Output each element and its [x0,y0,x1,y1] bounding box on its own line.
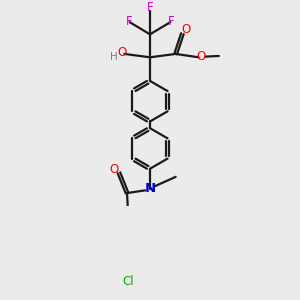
Text: N: N [145,182,156,196]
Text: F: F [126,15,132,28]
Text: O: O [109,163,118,176]
Text: F: F [168,15,174,28]
Text: H: H [110,52,118,62]
Text: O: O [181,23,190,36]
Text: F: F [147,1,153,14]
Text: O: O [197,50,206,63]
Text: O: O [117,46,126,59]
Text: Cl: Cl [123,275,134,288]
